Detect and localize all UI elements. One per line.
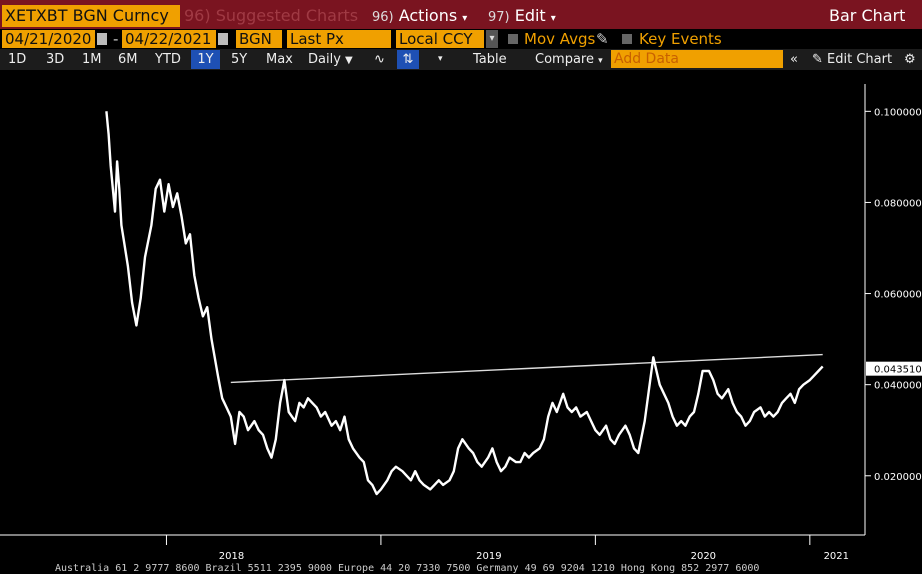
currency-dropdown-button[interactable]: ▾ [486,30,498,48]
range-3d-button[interactable]: 3D [46,52,65,67]
footer-contact-ticker: Australia 61 2 9777 8600 Brazil 5511 239… [55,563,760,574]
trendline[interactable] [230,353,823,384]
price-series-line [105,111,824,496]
chevron-down-icon: ▾ [462,13,468,24]
actions-menu[interactable]: 96) Actions ▾ [372,5,467,27]
chevron-down-icon: ▾ [598,56,603,66]
pencil-icon[interactable]: ✎ [596,30,609,48]
range-1m-button[interactable]: 1M [82,52,102,67]
x-tick-label: 2020 [691,551,716,562]
key-events-checkbox[interactable] [622,34,632,44]
edit-menu[interactable]: 97) Edit ▾ [488,5,556,27]
range-1d-button[interactable]: 1D [8,52,27,67]
calendar-icon[interactable] [97,33,107,45]
edit-menu-number: 97) [488,10,510,25]
line-chart-icon[interactable]: ∿ [374,52,385,67]
range-6m-button[interactable]: 6M [118,52,138,67]
x-tick-label: 2019 [476,551,501,562]
y-tick-label: 0.080000 [874,198,922,209]
range-max-button[interactable]: Max [266,52,293,67]
period-selector[interactable]: Daily ▼ [308,50,353,69]
chart-toolbar [0,49,922,70]
range-1y-button[interactable]: 1Y [191,50,220,69]
actions-menu-number: 96) [372,10,394,25]
price-chart[interactable]: 0.100000 0.080000 0.060000 0.040000 0.020000… [0,70,922,571]
period-label: Daily [308,52,341,67]
edit-menu-label: Edit [514,6,546,25]
mov-avgs-label: Mov Avgs [524,30,596,48]
y-tick-label: 0.040000 [874,381,922,392]
currency-selector[interactable]: Local CCY [396,30,484,48]
chart-type-dropdown[interactable]: ▾ [438,54,443,64]
y-tick-label: 0.020000 [874,472,922,483]
y-tick-label: 0.100000 [874,107,922,118]
security-ticker-field[interactable]: XETXBT BGN Curncy [2,5,180,27]
add-data-input[interactable]: Add Data [611,50,783,68]
window-title: Bar Chart [829,6,906,25]
last-price-label: 0.043510 [874,365,922,376]
table-button[interactable]: Table [473,52,507,67]
chevron-down-icon: ▾ [550,13,556,24]
key-events-label: Key Events [639,30,722,48]
collapse-icon[interactable]: « [790,52,798,67]
start-date-field[interactable]: 04/21/2020 [2,30,95,48]
bar-chart-icon[interactable]: ⇅ [397,50,419,69]
end-date-field[interactable]: 04/22/2021 [122,30,216,48]
calendar-icon[interactable] [218,33,228,45]
x-tick-label: 2018 [219,551,244,562]
compare-menu[interactable]: Compare ▾ [535,50,603,69]
date-separator: - [113,30,119,48]
x-tick-label: 2021 [824,551,849,562]
last-price-tag [866,361,922,376]
mov-avgs-checkbox[interactable] [508,34,518,44]
field-selector[interactable]: Last Px [287,30,391,48]
edit-chart-label: Edit Chart [827,52,893,67]
pencil-icon: ✎ [812,52,823,67]
triangle-down-icon: ▼ [345,55,353,66]
compare-label: Compare [535,52,594,67]
actions-menu-label: Actions [398,6,458,25]
range-ytd-button[interactable]: YTD [155,52,181,67]
y-tick-label: 0.060000 [874,290,922,301]
settings-gear-icon[interactable]: ⚙ [904,52,916,67]
suggested-charts-menu[interactable]: 96) Suggested Charts [184,6,359,25]
pricing-source-field[interactable]: BGN [236,30,282,48]
range-5y-button[interactable]: 5Y [231,52,248,67]
edit-chart-button[interactable]: ✎ Edit Chart [812,50,892,69]
